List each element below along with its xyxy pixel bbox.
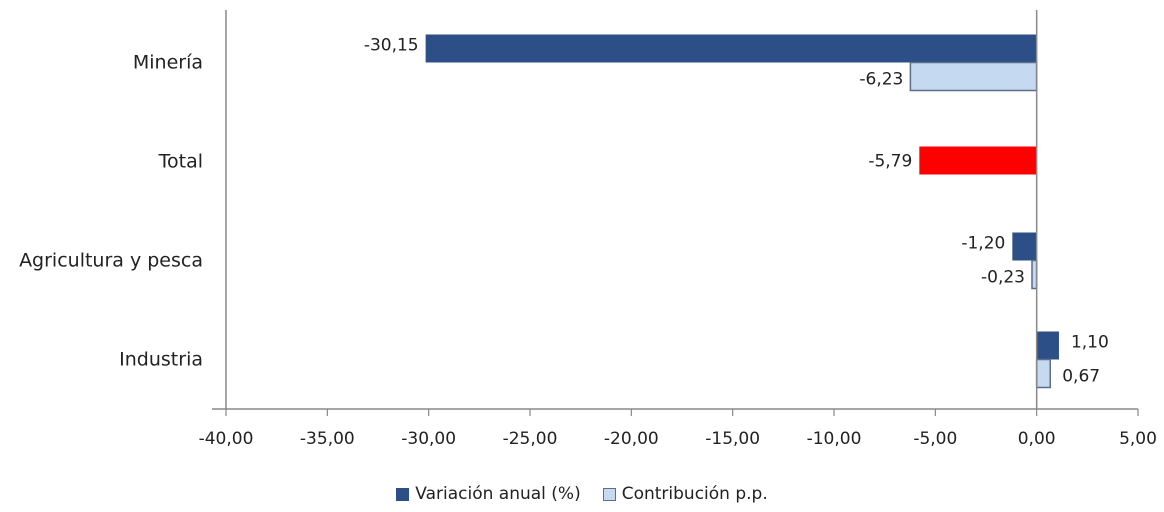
x-ticks: -40,00 -35,00 -30,00 -25,00 -20,00 -15,00 -10,… xyxy=(199,409,1157,449)
category-label-agricultura-y-pesca: Agricultura y pesca xyxy=(19,250,203,272)
data-label-total: -5,79 xyxy=(868,152,912,172)
bar-chart: Minería Total Agricultura y pesca Industria… xyxy=(19,10,1157,449)
data-label-variacion-industria: 1,10 xyxy=(1071,333,1109,353)
bar-contribucion-industria xyxy=(1035,358,1051,389)
category-labels: Minería Total Agricultura y pesca Industria xyxy=(19,52,203,371)
data-label-contribucion-agricultura-y-pesca: -0,23 xyxy=(981,268,1025,288)
x-tick-label: -25,00 xyxy=(503,429,558,449)
legend-swatch-variacion xyxy=(396,487,410,501)
bar-total xyxy=(919,146,1037,175)
x-tick-label: -20,00 xyxy=(604,429,659,449)
axes xyxy=(212,10,1138,410)
data-label-contribucion-industria: 0,67 xyxy=(1062,367,1100,387)
data-label-contribucion-mineria: -6,23 xyxy=(859,70,903,90)
x-tick-label: -15,00 xyxy=(705,429,760,449)
legend-item-variacion: Variación anual (%) xyxy=(396,484,581,504)
data-label-variacion-mineria: -30,15 xyxy=(364,36,419,56)
bar-variacion-mineria xyxy=(425,34,1037,63)
category-label-mineria: Minería xyxy=(133,52,203,74)
bar-contribucion-mineria xyxy=(909,61,1038,92)
x-tick-label: -40,00 xyxy=(199,429,254,449)
legend-swatch-contribucion xyxy=(602,487,616,501)
x-tick-label: 0,00 xyxy=(1018,429,1056,449)
category-label-total: Total xyxy=(158,151,203,173)
data-label-variacion-agricultura-y-pesca: -1,20 xyxy=(961,234,1005,254)
bar-variacion-agricultura-y-pesca xyxy=(1012,232,1037,261)
x-tick-label: -5,00 xyxy=(913,429,957,449)
bar-variacion-industria xyxy=(1036,331,1059,360)
x-tick-label: -35,00 xyxy=(300,429,355,449)
legend-item-contribucion: Contribución p.p. xyxy=(602,484,768,504)
x-tick-label: -10,00 xyxy=(807,429,862,449)
legend-label-contribucion: Contribución p.p. xyxy=(621,484,768,504)
x-tick-label: 5,00 xyxy=(1119,429,1157,449)
data-labels: -30,15 -6,23 -5,79 -1,20 -0,23 1,10 0,67 xyxy=(364,36,1109,387)
legend: Variación anual (%) Contribución p.p. xyxy=(0,484,1164,504)
legend-label-variacion: Variación anual (%) xyxy=(415,484,581,504)
category-label-industria: Industria xyxy=(119,349,203,371)
x-tick-label: -30,00 xyxy=(401,429,456,449)
bars xyxy=(425,34,1059,389)
